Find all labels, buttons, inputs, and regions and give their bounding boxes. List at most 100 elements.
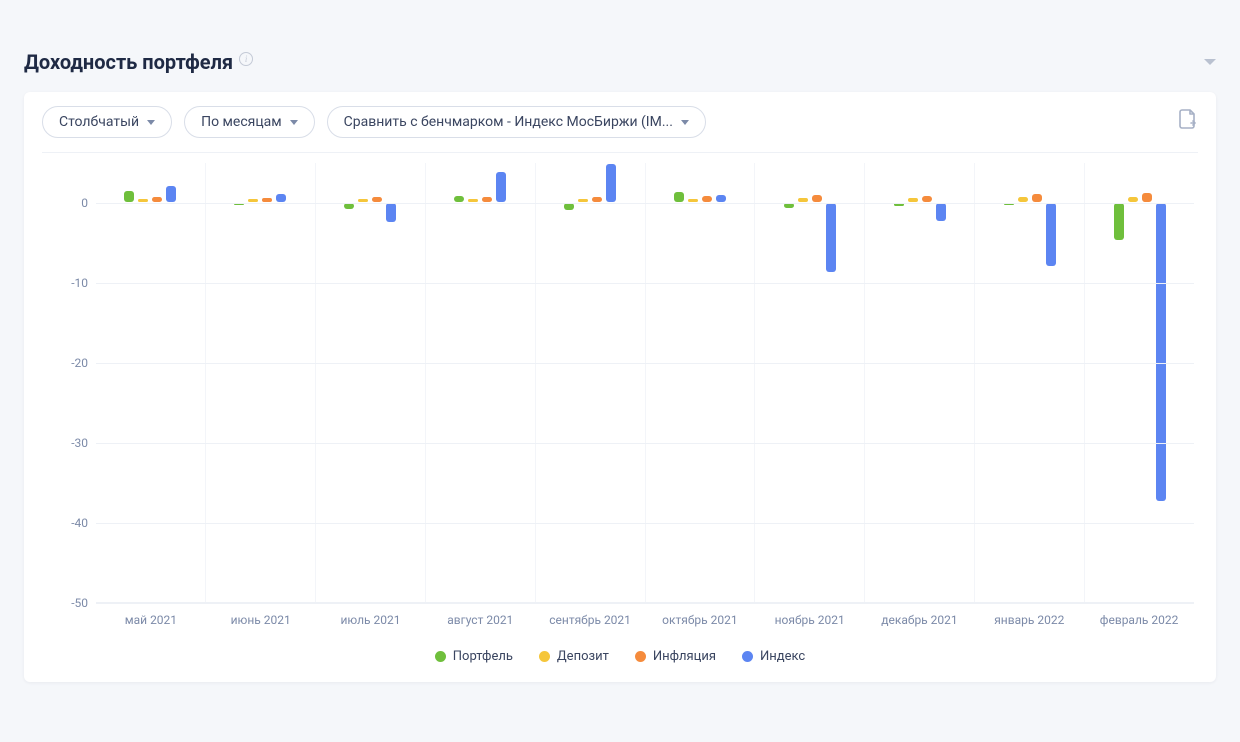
bar-deposit[interactable] [468, 199, 478, 202]
legend-label: Инфляция [653, 649, 716, 664]
bar-deposit[interactable] [688, 199, 698, 202]
bar-deposit[interactable] [798, 198, 808, 202]
x-tick-label: май 2021 [96, 613, 206, 627]
chart-area: 0-10-20-30-40-50 май 2021июнь 2021июль 2… [42, 163, 1198, 643]
info-icon[interactable]: i [239, 52, 253, 66]
plot-area: 0-10-20-30-40-50 [96, 163, 1194, 603]
bar-inflation[interactable] [482, 197, 492, 202]
bar-inflation[interactable] [702, 196, 712, 202]
bar-group [864, 163, 974, 602]
page-title: Доходность портфеля [24, 50, 233, 74]
y-tick-label: 0 [52, 196, 88, 210]
bar-inflation[interactable] [592, 197, 602, 202]
legend-item-inflation[interactable]: Инфляция [635, 649, 716, 664]
x-tick-label: июнь 2021 [206, 613, 316, 627]
legend-dot-icon [539, 651, 550, 662]
x-tick-label: август 2021 [425, 613, 535, 627]
bar-groups [96, 163, 1194, 602]
gridline [96, 603, 1194, 604]
bar-portfolio[interactable] [674, 192, 684, 202]
bar-index[interactable] [826, 203, 836, 272]
bar-inflation[interactable] [1032, 194, 1042, 202]
x-tick-label: июль 2021 [316, 613, 426, 627]
bar-index[interactable] [386, 203, 396, 222]
x-tick-label: октябрь 2021 [645, 613, 755, 627]
bar-group [754, 163, 864, 602]
export-icon[interactable] [1178, 109, 1198, 135]
gridline [96, 283, 1194, 284]
x-tick-label: ноябрь 2021 [755, 613, 865, 627]
collapse-caret-icon[interactable] [1204, 59, 1216, 65]
legend-item-portfolio[interactable]: Портфель [435, 649, 513, 664]
legend: Портфель Депозит Инфляция Индекс [42, 649, 1198, 664]
chevron-down-icon [147, 120, 155, 125]
chart-type-select[interactable]: Столбчатый [42, 106, 172, 138]
controls-row: Столбчатый По месяцам Сравнить с бенчмар… [42, 106, 1198, 153]
x-tick-label: февраль 2022 [1084, 613, 1194, 627]
bar-index[interactable] [1156, 203, 1166, 501]
bar-index[interactable] [166, 186, 176, 202]
bar-inflation[interactable] [812, 195, 822, 202]
bar-index[interactable] [716, 195, 726, 202]
legend-item-deposit[interactable]: Депозит [539, 649, 609, 664]
benchmark-select[interactable]: Сравнить с бенчмарком - Индекс МосБиржи … [327, 106, 706, 138]
bar-group [425, 163, 535, 602]
bar-group [535, 163, 645, 602]
page: Доходность портфеля i Столбчатый По меся… [0, 0, 1240, 702]
bar-deposit[interactable] [138, 199, 148, 202]
gridline [96, 443, 1194, 444]
benchmark-label: Сравнить с бенчмарком - Индекс МосБиржи … [344, 114, 673, 130]
chart-card: Столбчатый По месяцам Сравнить с бенчмар… [24, 92, 1216, 682]
chevron-down-icon [290, 120, 298, 125]
legend-label: Индекс [760, 649, 805, 664]
chart-type-label: Столбчатый [59, 114, 139, 130]
gridline [96, 203, 1194, 204]
bar-inflation[interactable] [1142, 193, 1152, 202]
bar-index[interactable] [936, 203, 946, 221]
bar-portfolio[interactable] [564, 203, 574, 210]
title-wrap: Доходность портфеля i [24, 50, 253, 74]
legend-item-index[interactable]: Индекс [742, 649, 805, 664]
x-tick-label: сентябрь 2021 [535, 613, 645, 627]
bar-index[interactable] [276, 194, 286, 202]
bar-inflation[interactable] [372, 197, 382, 202]
bar-index[interactable] [606, 164, 616, 202]
bar-deposit[interactable] [1128, 197, 1138, 202]
x-axis-labels: май 2021июнь 2021июль 2021август 2021сен… [96, 613, 1194, 627]
legend-label: Портфель [453, 649, 513, 664]
period-label: По месяцам [201, 114, 282, 130]
header-row: Доходность портфеля i [24, 50, 1216, 74]
y-tick-label: -30 [52, 436, 88, 450]
chevron-down-icon [681, 120, 689, 125]
x-tick-label: январь 2022 [974, 613, 1084, 627]
bar-deposit[interactable] [1018, 197, 1028, 202]
bar-deposit[interactable] [358, 199, 368, 202]
bar-deposit[interactable] [908, 198, 918, 202]
bar-deposit[interactable] [248, 199, 258, 202]
bar-group [974, 163, 1084, 602]
legend-dot-icon [435, 651, 446, 662]
bar-index[interactable] [1046, 203, 1056, 266]
bar-inflation[interactable] [922, 196, 932, 202]
bar-index[interactable] [496, 172, 506, 202]
bar-group [315, 163, 425, 602]
bar-portfolio[interactable] [1114, 203, 1124, 240]
legend-label: Депозит [557, 649, 609, 664]
x-tick-label: декабрь 2021 [865, 613, 975, 627]
period-select[interactable]: По месяцам [184, 106, 315, 138]
y-tick-label: -10 [52, 276, 88, 290]
bar-portfolio[interactable] [454, 196, 464, 202]
bar-inflation[interactable] [262, 198, 272, 202]
gridline [96, 363, 1194, 364]
gridline [96, 523, 1194, 524]
y-tick-label: -20 [52, 356, 88, 370]
bar-group [205, 163, 315, 602]
y-tick-label: -50 [52, 596, 88, 610]
bar-group [96, 163, 205, 602]
legend-dot-icon [742, 651, 753, 662]
bar-inflation[interactable] [152, 197, 162, 202]
y-tick-label: -40 [52, 516, 88, 530]
bar-deposit[interactable] [578, 199, 588, 202]
bar-portfolio[interactable] [124, 191, 134, 202]
legend-dot-icon [635, 651, 646, 662]
